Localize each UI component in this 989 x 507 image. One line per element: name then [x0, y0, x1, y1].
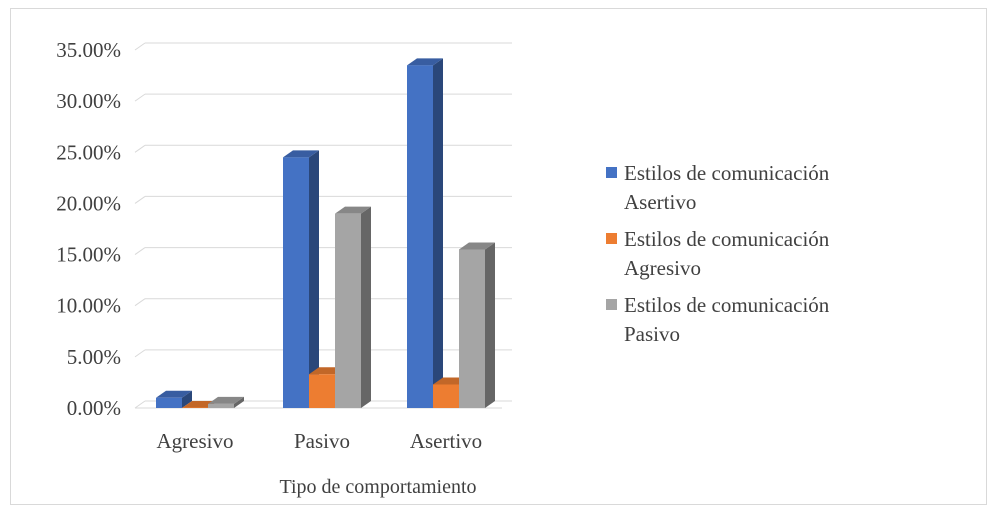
gridline-depth: [134, 400, 146, 409]
bar-top: [459, 242, 495, 250]
bar-top: [208, 396, 244, 404]
bar-side: [361, 206, 371, 408]
bar-front: [156, 397, 182, 408]
gridlines: [134, 42, 512, 409]
x-category-label: Asertivo: [410, 429, 482, 453]
bars: [156, 58, 495, 408]
legend-item: Estilos de comunicación Pasivo: [606, 293, 830, 346]
bar-front: [335, 213, 361, 408]
bar-front: [433, 384, 459, 408]
bar-side: [182, 390, 192, 408]
legend-swatch: [606, 233, 617, 244]
gridline-depth: [134, 247, 146, 255]
legend-label: Agresivo: [624, 256, 701, 280]
legend-swatch: [606, 167, 617, 178]
x-category-label: Agresivo: [157, 429, 234, 453]
bar: [335, 206, 371, 408]
y-tick-label: 5.00%: [67, 345, 121, 369]
bar-front: [459, 249, 485, 408]
x-category-label: Pasivo: [294, 429, 350, 453]
legend-label: Estilos de comunicación: [624, 227, 830, 251]
legend-swatch: [606, 299, 617, 310]
bar-side: [234, 396, 244, 408]
chart-frame: [10, 8, 987, 505]
gridline-depth: [134, 298, 146, 307]
bar: [156, 390, 192, 408]
y-axis-ticks: 0.00% 5.00% 10.00% 15.00% 20.00% 25.00% 30.00%…: [56, 38, 121, 420]
y-tick-label: 30.00%: [56, 89, 121, 113]
bar-front: [182, 407, 208, 408]
gridline-depth: [134, 144, 146, 153]
legend-item: Estilos de comunicación Asertivo: [606, 161, 830, 214]
bar-top: [156, 390, 192, 398]
bar: [283, 150, 319, 408]
legend-label: Estilos de comunicación: [624, 293, 830, 317]
y-tick-label: 15.00%: [56, 243, 121, 267]
gridline-depth: [134, 93, 146, 102]
bar-side: [433, 58, 443, 408]
bar: [208, 396, 244, 408]
y-tick-label: 25.00%: [56, 140, 121, 164]
y-tick-label: 0.00%: [67, 396, 121, 420]
bar-front: [283, 157, 309, 408]
bar: [407, 58, 443, 408]
bar-side: [309, 150, 319, 408]
y-tick-label: 20.00%: [56, 191, 121, 215]
y-tick-label: 35.00%: [56, 38, 121, 62]
bar-front: [208, 403, 234, 408]
bar-top: [335, 206, 371, 214]
bar-top: [283, 150, 319, 158]
y-tick-label: 10.00%: [56, 294, 121, 318]
legend-label: Estilos de comunicación: [624, 161, 830, 185]
bar-front: [309, 374, 335, 408]
gridline-depth: [134, 349, 146, 358]
x-axis-categories: Agresivo Pasivo Asertivo: [157, 429, 483, 453]
gridline-depth: [134, 196, 146, 204]
bar-front: [407, 65, 433, 408]
bar-top: [407, 58, 443, 66]
legend-item: Estilos de comunicación Agresivo: [606, 227, 830, 280]
legend-label: Asertivo: [624, 190, 696, 214]
legend-label: Pasivo: [624, 322, 680, 346]
x-axis-title: Tipo de comportamiento: [279, 476, 476, 498]
gridline-depth: [134, 42, 146, 51]
bar: [459, 242, 495, 408]
bar-side: [485, 242, 495, 408]
